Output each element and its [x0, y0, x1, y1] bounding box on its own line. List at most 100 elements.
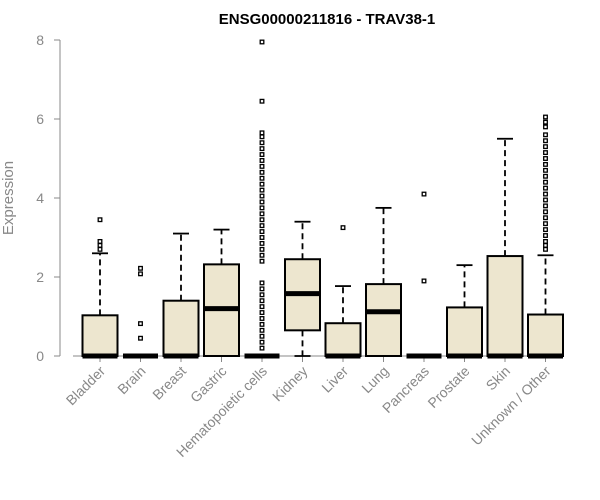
outlier-point	[543, 221, 548, 227]
y-tick-label: 6	[36, 111, 44, 127]
outlier-point	[259, 158, 265, 163]
outlier-point	[259, 169, 265, 175]
y-tick-label: 4	[36, 190, 44, 206]
x-tick-label: Breast	[149, 363, 189, 403]
outlier-point	[259, 229, 265, 235]
y-ticks: 0 2 4 6 8	[36, 32, 60, 364]
outlier-point	[97, 238, 103, 244]
outlier-point	[259, 211, 265, 217]
outlier-point	[259, 163, 265, 169]
outlier-point	[259, 199, 265, 205]
x-tick-label: Lung	[358, 363, 391, 396]
outlier-point	[543, 203, 548, 209]
box-group-kidney	[284, 220, 321, 357]
box	[486, 255, 524, 357]
outlier-point	[259, 292, 265, 298]
outlier-point	[259, 39, 265, 45]
outlier-point	[543, 209, 548, 215]
box	[81, 314, 119, 358]
outlier-point	[138, 335, 143, 341]
outlier-point	[259, 240, 265, 246]
outlier-point	[543, 233, 548, 238]
outlier-point	[259, 304, 265, 310]
box	[324, 322, 362, 357]
box	[527, 313, 564, 357]
box-group-lung	[365, 206, 402, 357]
outlier-point	[259, 130, 265, 136]
outlier-point	[543, 119, 548, 125]
box-group-pancreas	[406, 191, 442, 359]
outlier-point	[543, 215, 548, 221]
outlier-point	[543, 138, 548, 144]
outlier-point	[259, 175, 265, 181]
outlier-point	[259, 217, 265, 223]
outlier-point	[138, 265, 143, 271]
y-tick-label: 2	[36, 269, 44, 285]
outlier-point	[259, 98, 265, 104]
x-tick-label: Liver	[318, 363, 351, 396]
outlier-point	[259, 345, 265, 351]
box-group-gastric	[203, 228, 240, 357]
outlier-point	[259, 280, 265, 286]
outlier-point	[543, 238, 548, 244]
outlier-point	[543, 132, 548, 138]
x-tick-label: Bladder	[63, 363, 109, 409]
outlier-point	[259, 339, 265, 345]
outlier-point	[138, 271, 143, 277]
outlier-point	[259, 223, 265, 229]
box	[365, 283, 402, 357]
outlier-point	[259, 252, 265, 258]
box-group-prostate	[446, 264, 483, 359]
outlier-point	[543, 242, 548, 248]
outlier-point	[259, 333, 265, 339]
outlier-point	[259, 321, 265, 327]
box-group-brain	[123, 265, 158, 359]
outlier-point	[543, 227, 548, 233]
outlier-point	[543, 185, 548, 191]
y-axis-label: Expression	[0, 161, 17, 235]
outlier-point	[97, 217, 103, 223]
outlier-point	[259, 286, 265, 292]
outlier-point	[543, 197, 548, 203]
outlier-point	[259, 140, 265, 146]
x-tick-label: Brain	[114, 363, 148, 397]
outlier-point	[259, 246, 265, 252]
box-group-bladder	[81, 217, 119, 359]
y-tick-label: 8	[36, 32, 44, 48]
x-tick-label: Kidney	[269, 363, 311, 405]
outlier-point	[543, 173, 548, 179]
outlier-point	[259, 134, 265, 140]
outlier-point	[421, 278, 427, 284]
x-tick-label: Prostate	[424, 363, 472, 411]
box-group-hematopoietic-cells	[244, 39, 280, 359]
outlier-point	[543, 114, 548, 120]
outlier-point	[543, 167, 548, 173]
outlier-point	[543, 191, 548, 197]
outlier-point	[259, 187, 265, 193]
outlier-point	[543, 161, 548, 167]
outlier-point	[340, 225, 346, 231]
outlier-point	[259, 327, 265, 333]
outlier-point	[259, 152, 265, 157]
outlier-point	[421, 191, 427, 197]
outlier-point	[259, 146, 265, 152]
outlier-point	[259, 193, 265, 199]
box-group-unknown-other	[527, 114, 564, 359]
outlier-point	[259, 310, 265, 315]
outlier-point	[259, 181, 265, 187]
y-tick-label: 0	[36, 348, 44, 364]
x-tick-label: Skin	[483, 363, 514, 394]
box-group-skin	[486, 137, 524, 359]
box-series	[81, 39, 564, 359]
outlier-point	[543, 144, 548, 150]
outlier-point	[97, 242, 103, 248]
outlier-point	[97, 246, 103, 252]
outlier-point	[543, 150, 548, 156]
outlier-point	[259, 235, 265, 240]
outlier-point	[543, 179, 548, 185]
outlier-point	[138, 321, 143, 327]
outlier-point	[543, 124, 548, 130]
outlier-point	[543, 156, 548, 161]
